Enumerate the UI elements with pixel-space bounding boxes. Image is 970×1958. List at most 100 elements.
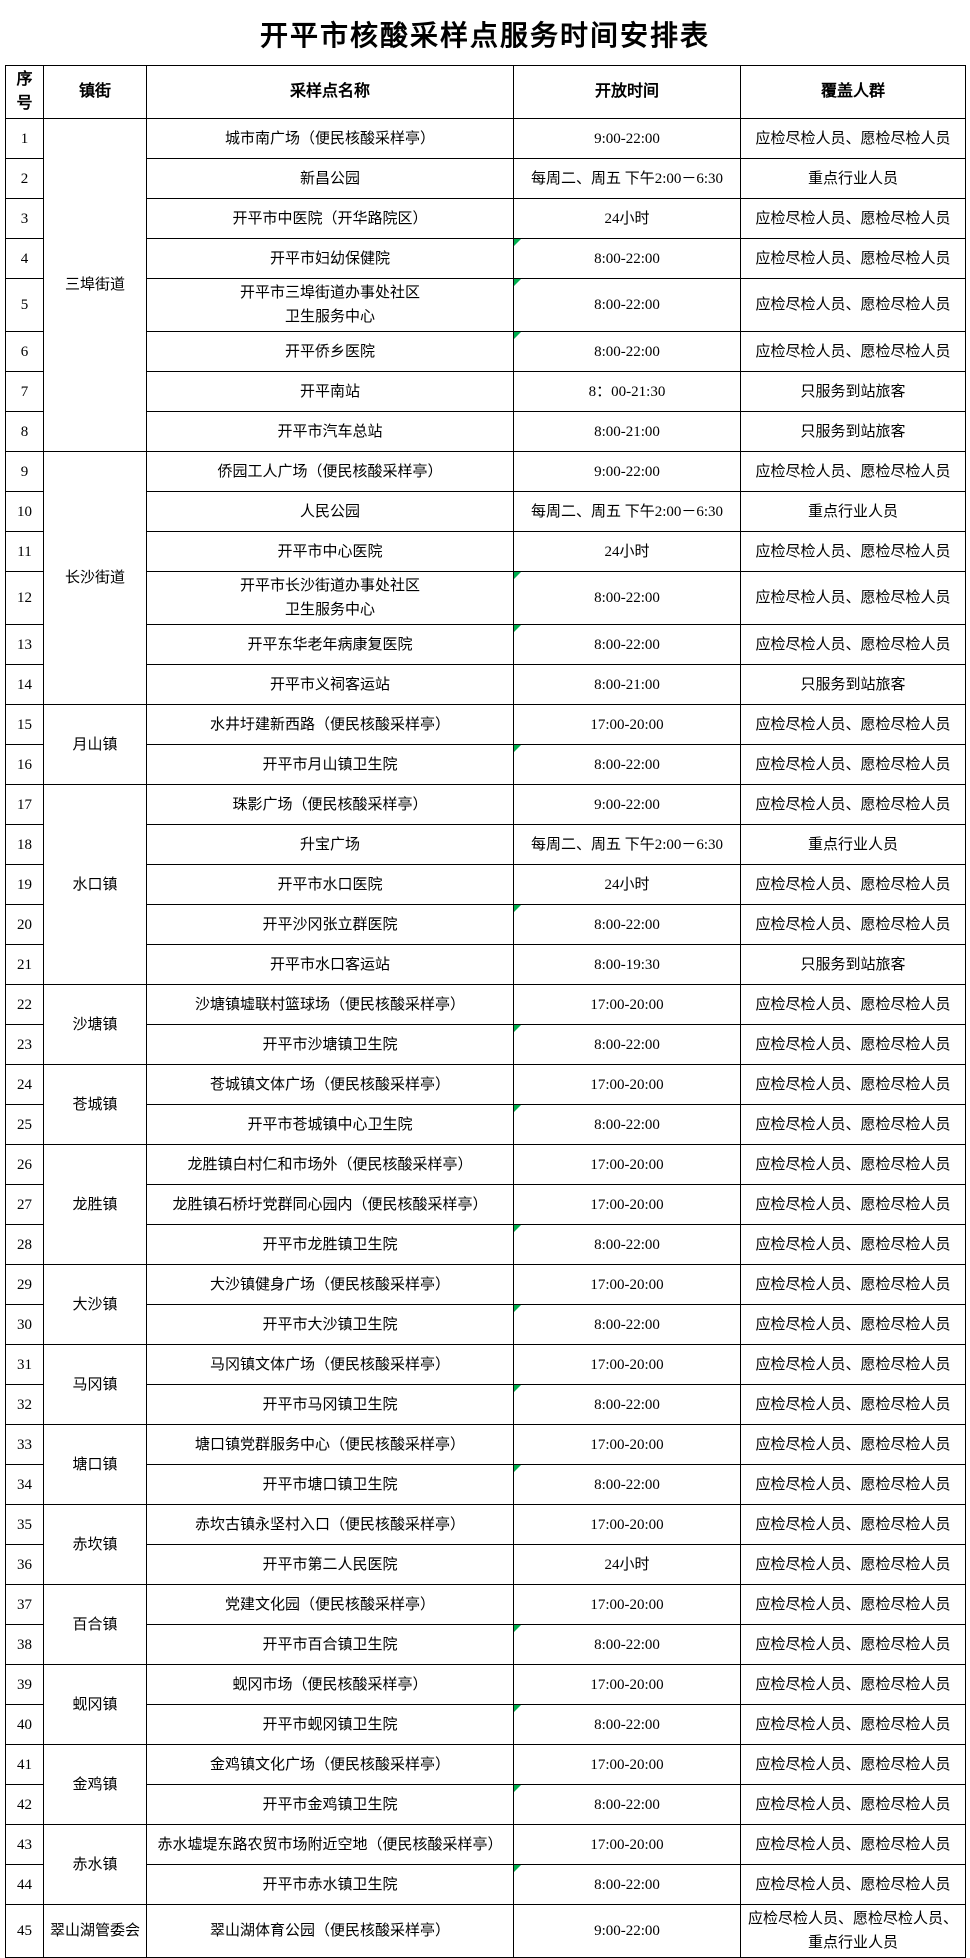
site-name-cell: 开平市赤水镇卫生院 <box>146 1864 514 1905</box>
site-name-cell: 赤坎古镇永坚村入口（便民核酸采样亭） <box>146 1504 514 1545</box>
open-hours-cell: 8:00-22:00 <box>513 1784 741 1825</box>
row-number-cell: 5 <box>5 278 44 332</box>
open-hours-cell: 9:00-22:00 <box>513 451 741 492</box>
header-row: 序号 镇街 采样点名称 开放时间 覆盖人群 <box>5 65 966 119</box>
row-number-cell: 33 <box>5 1424 44 1465</box>
town-cell: 金鸡镇 <box>43 1744 147 1825</box>
row-number-cell: 24 <box>5 1064 44 1105</box>
coverage-cell: 应检尽检人员、愿检尽检人员 <box>740 1184 966 1225</box>
row-number-cell: 22 <box>5 984 44 1025</box>
row-number-cell: 42 <box>5 1784 44 1825</box>
cell-corner-marker-icon <box>514 1225 521 1232</box>
site-name-cell: 城市南广场（便民核酸采样亭） <box>146 118 514 159</box>
open-hours-text: 17:00-20:00 <box>590 996 664 1013</box>
site-name-cell: 水井圩建新西路（便民核酸采样亭） <box>146 704 514 745</box>
coverage-cell: 应检尽检人员、愿检尽检人员 <box>740 1824 966 1865</box>
site-name-cell: 开平市马冈镇卫生院 <box>146 1384 514 1425</box>
town-cell: 塘口镇 <box>43 1424 147 1505</box>
open-hours-text: 每周二、周五 下午2:00－6:30 <box>530 503 724 520</box>
table-row: 2 新昌公园 每周二、周五 下午2:00－6:30 重点行业人员 <box>5 158 966 199</box>
open-hours-text: 17:00-20:00 <box>590 1836 664 1853</box>
site-name-cell: 开平南站 <box>146 371 514 412</box>
coverage-cell: 应检尽检人员、愿检尽检人员 <box>740 1144 966 1185</box>
row-number-cell: 19 <box>5 864 44 905</box>
table-row: 44 开平市赤水镇卫生院 8:00-22:00 应检尽检人员、愿检尽检人员 <box>5 1864 966 1905</box>
table-row: 35 赤坎镇 赤坎古镇永坚村入口（便民核酸采样亭） 17:00-20:00 应检尽检人员… <box>5 1504 966 1585</box>
open-hours-cell: 8:00-22:00 <box>513 1384 741 1425</box>
table-row: 25 开平市苍城镇中心卫生院 8:00-22:00 应检尽检人员、愿检尽检人员 <box>5 1104 966 1145</box>
site-name-cell: 开平市月山镇卫生院 <box>146 744 514 785</box>
cell-corner-marker-icon <box>514 1385 521 1392</box>
open-hours-cell: 8:00-22:00 <box>513 1104 741 1145</box>
open-hours-text: 8:00-21:00 <box>594 423 660 440</box>
row-number-cell: 2 <box>5 158 44 199</box>
site-name-cell: 金鸡镇文化广场（便民核酸采样亭） <box>146 1744 514 1785</box>
row-number-cell: 6 <box>5 331 44 372</box>
table-row: 20 开平沙冈张立群医院 8:00-22:00 应检尽检人员、愿检尽检人员 <box>5 904 966 945</box>
table-row: 41 金鸡镇 金鸡镇文化广场（便民核酸采样亭） 17:00-20:00 应检尽检人员、愿… <box>5 1744 966 1825</box>
header-no: 序号 <box>5 65 44 119</box>
open-hours-cell: 8:00-21:00 <box>513 411 741 452</box>
open-hours-text: 17:00-20:00 <box>590 1596 664 1613</box>
table-body: 1 三埠街道 城市南广场（便民核酸采样亭） 9:00-22:00 应检尽检人员、愿检尽检… <box>5 118 966 1958</box>
table-row: 5 开平市三埠街道办事处社区 卫生服务中心 8:00-22:00 应检尽检人员、愿检尽… <box>5 278 966 332</box>
open-hours-cell: 8:00-22:00 <box>513 1864 741 1905</box>
open-hours-cell: 17:00-20:00 <box>513 1264 741 1305</box>
row-number-cell: 18 <box>5 824 44 865</box>
table-row: 26 龙胜镇 龙胜镇白村仁和市场外（便民核酸采样亭） 17:00-20:00 应检尽检人… <box>5 1144 966 1265</box>
coverage-cell: 应检尽检人员、愿检尽检人员 <box>740 278 966 332</box>
open-hours-text: 每周二、周五 下午2:00－6:30 <box>530 170 724 187</box>
table-row: 23 开平市沙塘镇卫生院 8:00-22:00 应检尽检人员、愿检尽检人员 <box>5 1024 966 1065</box>
table-row: 4 开平市妇幼保健院 8:00-22:00 应检尽检人员、愿检尽检人员 <box>5 238 966 279</box>
open-hours-text: 8:00-22:00 <box>594 916 660 933</box>
header-hours: 开放时间 <box>513 65 741 119</box>
site-name-cell: 开平侨乡医院 <box>146 331 514 372</box>
open-hours-cell: 8:00-22:00 <box>513 1704 741 1745</box>
table-row: 42 开平市金鸡镇卫生院 8:00-22:00 应检尽检人员、愿检尽检人员 <box>5 1784 966 1825</box>
coverage-cell: 应检尽检人员、愿检尽检人员 <box>740 1424 966 1465</box>
coverage-cell: 应检尽检人员、愿检尽检人员 <box>740 531 966 572</box>
open-hours-cell: 8:00-19:30 <box>513 944 741 985</box>
coverage-cell: 应检尽检人员、愿检尽检人员 <box>740 744 966 785</box>
coverage-cell: 应检尽检人员、愿检尽检人员 <box>740 1864 966 1905</box>
open-hours-cell: 17:00-20:00 <box>513 1504 741 1545</box>
open-hours-text: 8:00-21:00 <box>594 676 660 693</box>
site-name-cell: 开平市金鸡镇卫生院 <box>146 1784 514 1825</box>
site-name-cell: 开平市大沙镇卫生院 <box>146 1304 514 1345</box>
open-hours-text: 8:00-22:00 <box>594 1396 660 1413</box>
row-number-cell: 12 <box>5 571 44 625</box>
row-number-cell: 38 <box>5 1624 44 1665</box>
open-hours-text: 8:00-22:00 <box>594 1636 660 1653</box>
coverage-cell: 应检尽检人员、愿检尽检人员 <box>740 1344 966 1385</box>
open-hours-cell: 8:00-21:00 <box>513 664 741 705</box>
open-hours-text: 8:00-22:00 <box>594 1116 660 1133</box>
coverage-cell: 只服务到站旅客 <box>740 944 966 985</box>
open-hours-cell: 8:00-22:00 <box>513 1464 741 1505</box>
cell-corner-marker-icon <box>514 1705 521 1712</box>
table-row: 33 塘口镇 塘口镇党群服务中心（便民核酸采样亭） 17:00-20:00 应检尽检人员… <box>5 1424 966 1505</box>
town-cell: 长沙街道 <box>43 451 147 705</box>
cell-corner-marker-icon <box>514 1465 521 1472</box>
row-number-cell: 11 <box>5 531 44 572</box>
site-name-cell: 开平沙冈张立群医院 <box>146 904 514 945</box>
site-name-cell: 蚬冈市场（便民核酸采样亭） <box>146 1664 514 1705</box>
table-row: 30 开平市大沙镇卫生院 8:00-22:00 应检尽检人员、愿检尽检人员 <box>5 1304 966 1345</box>
open-hours-text: 17:00-20:00 <box>590 1276 664 1293</box>
open-hours-cell: 17:00-20:00 <box>513 984 741 1025</box>
site-name-cell: 大沙镇健身广场（便民核酸采样亭） <box>146 1264 514 1305</box>
open-hours-cell: 17:00-20:00 <box>513 1584 741 1625</box>
site-name-cell: 开平市水口客运站 <box>146 944 514 985</box>
site-name-cell: 开平市长沙街道办事处社区 卫生服务中心 <box>146 571 514 625</box>
site-name-cell: 升宝广场 <box>146 824 514 865</box>
row-number-cell: 44 <box>5 1864 44 1905</box>
row-number-cell: 30 <box>5 1304 44 1345</box>
cell-corner-marker-icon <box>514 1865 521 1872</box>
open-hours-cell: 17:00-20:00 <box>513 1664 741 1705</box>
table-row: 29 大沙镇 大沙镇健身广场（便民核酸采样亭） 17:00-20:00 应检尽检人员、愿… <box>5 1264 966 1345</box>
header-site: 采样点名称 <box>146 65 514 119</box>
open-hours-cell: 8:00-22:00 <box>513 278 741 332</box>
row-number-cell: 43 <box>5 1824 44 1865</box>
site-name-cell: 塘口镇党群服务中心（便民核酸采样亭） <box>146 1424 514 1465</box>
open-hours-text: 17:00-20:00 <box>590 1436 664 1453</box>
table-row: 14 开平市义祠客运站 8:00-21:00 只服务到站旅客 <box>5 664 966 705</box>
